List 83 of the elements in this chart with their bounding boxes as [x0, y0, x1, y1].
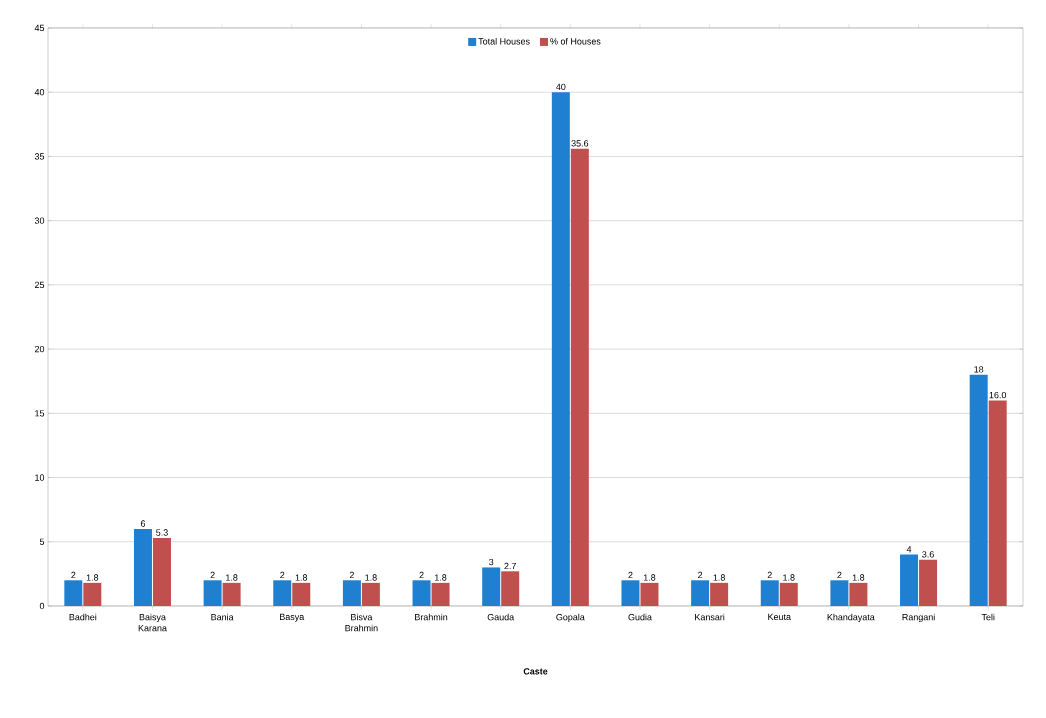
data-label: 2: [837, 571, 842, 579]
x-tick-label: Basya: [280, 613, 305, 622]
data-label: 2: [210, 571, 215, 579]
data-label: 2: [280, 571, 285, 579]
data-label: 2: [698, 571, 703, 579]
bar: [710, 582, 729, 606]
bar: [849, 582, 868, 606]
data-label: 1.8: [86, 574, 99, 581]
data-label: 2: [628, 571, 633, 579]
x-tick-label: Baisya Karana: [138, 613, 167, 632]
data-label: 1.8: [783, 574, 795, 581]
x-tick-label: Gudia: [628, 613, 652, 621]
data-label: 1.8: [852, 574, 865, 581]
data-label: 2.7: [504, 562, 516, 570]
y-tick-label: 5: [39, 538, 45, 545]
bar: [431, 582, 450, 606]
y-tick-label: 10: [35, 474, 45, 481]
bar: [969, 374, 988, 606]
x-tick-label: Gauda: [487, 613, 515, 621]
x-tick-label: Khandayata: [827, 613, 875, 623]
data-label: 1.8: [295, 574, 308, 581]
bar: [551, 92, 570, 606]
bar: [222, 582, 241, 606]
y-tick-label: 40: [34, 89, 45, 96]
legend-label: Total Houses: [478, 37, 530, 45]
bar: [919, 559, 938, 606]
x-tick-label: Keuta: [768, 613, 791, 621]
x-tick-label: Rangani: [902, 613, 935, 623]
bar: [779, 582, 798, 606]
x-axis-title: Caste: [523, 668, 548, 675]
bar: [501, 571, 520, 606]
data-label: 4: [906, 546, 912, 553]
data-label: 6: [140, 520, 146, 527]
bar: [482, 567, 501, 606]
data-label: 1.8: [643, 574, 656, 581]
x-tick-label: Badhei: [69, 613, 97, 621]
bar: [640, 582, 659, 606]
x-tick-label: Kansari: [695, 613, 725, 621]
data-label: 18: [974, 366, 984, 373]
bar: [412, 580, 431, 606]
y-tick-label: 15: [35, 410, 45, 417]
data-label: 35.6: [571, 140, 589, 147]
y-tick-label: 45: [34, 24, 45, 32]
data-label: 2: [349, 571, 354, 579]
bar: [83, 582, 102, 606]
x-tick-label: Brahmin: [415, 613, 448, 621]
data-label: 2: [71, 571, 76, 579]
y-tick-label: 35: [34, 153, 45, 160]
data-label: 5.3: [156, 529, 168, 536]
bar: [621, 580, 640, 606]
bar: [152, 537, 171, 606]
bar: [900, 554, 919, 606]
x-tick-label: Teli: [981, 613, 995, 621]
data-label: 1.8: [365, 574, 377, 581]
x-tick-label: Gopala: [556, 613, 585, 623]
data-label: 1.8: [226, 574, 238, 581]
data-label: 3.6: [922, 551, 934, 558]
data-label: 40: [556, 83, 566, 91]
data-label: 3: [489, 558, 494, 566]
bar: [64, 580, 83, 606]
bar: [133, 528, 152, 606]
bar: [292, 582, 311, 606]
bar: [361, 582, 380, 606]
y-tick-label: 20: [34, 345, 45, 353]
y-tick-label: 30: [34, 217, 45, 224]
legend-label: % of Houses: [550, 37, 601, 45]
bar: [570, 148, 589, 606]
bar: [273, 580, 292, 606]
data-label: 16.0: [989, 391, 1007, 399]
data-label: 2: [767, 571, 772, 579]
bar: [691, 580, 710, 606]
bar: [342, 580, 361, 606]
y-tick-label: 25: [34, 281, 45, 289]
x-tick-label: Bisva Brahmin: [345, 613, 378, 632]
data-label: 1.8: [435, 574, 447, 581]
x-tick-label: Bania: [211, 613, 234, 621]
y-tick-label: 0: [39, 602, 45, 610]
bar: [203, 580, 222, 606]
bar: [830, 580, 849, 606]
bar: [988, 400, 1007, 606]
data-label: 1.8: [713, 574, 725, 581]
data-label: 2: [419, 571, 424, 579]
bar: [760, 580, 779, 606]
